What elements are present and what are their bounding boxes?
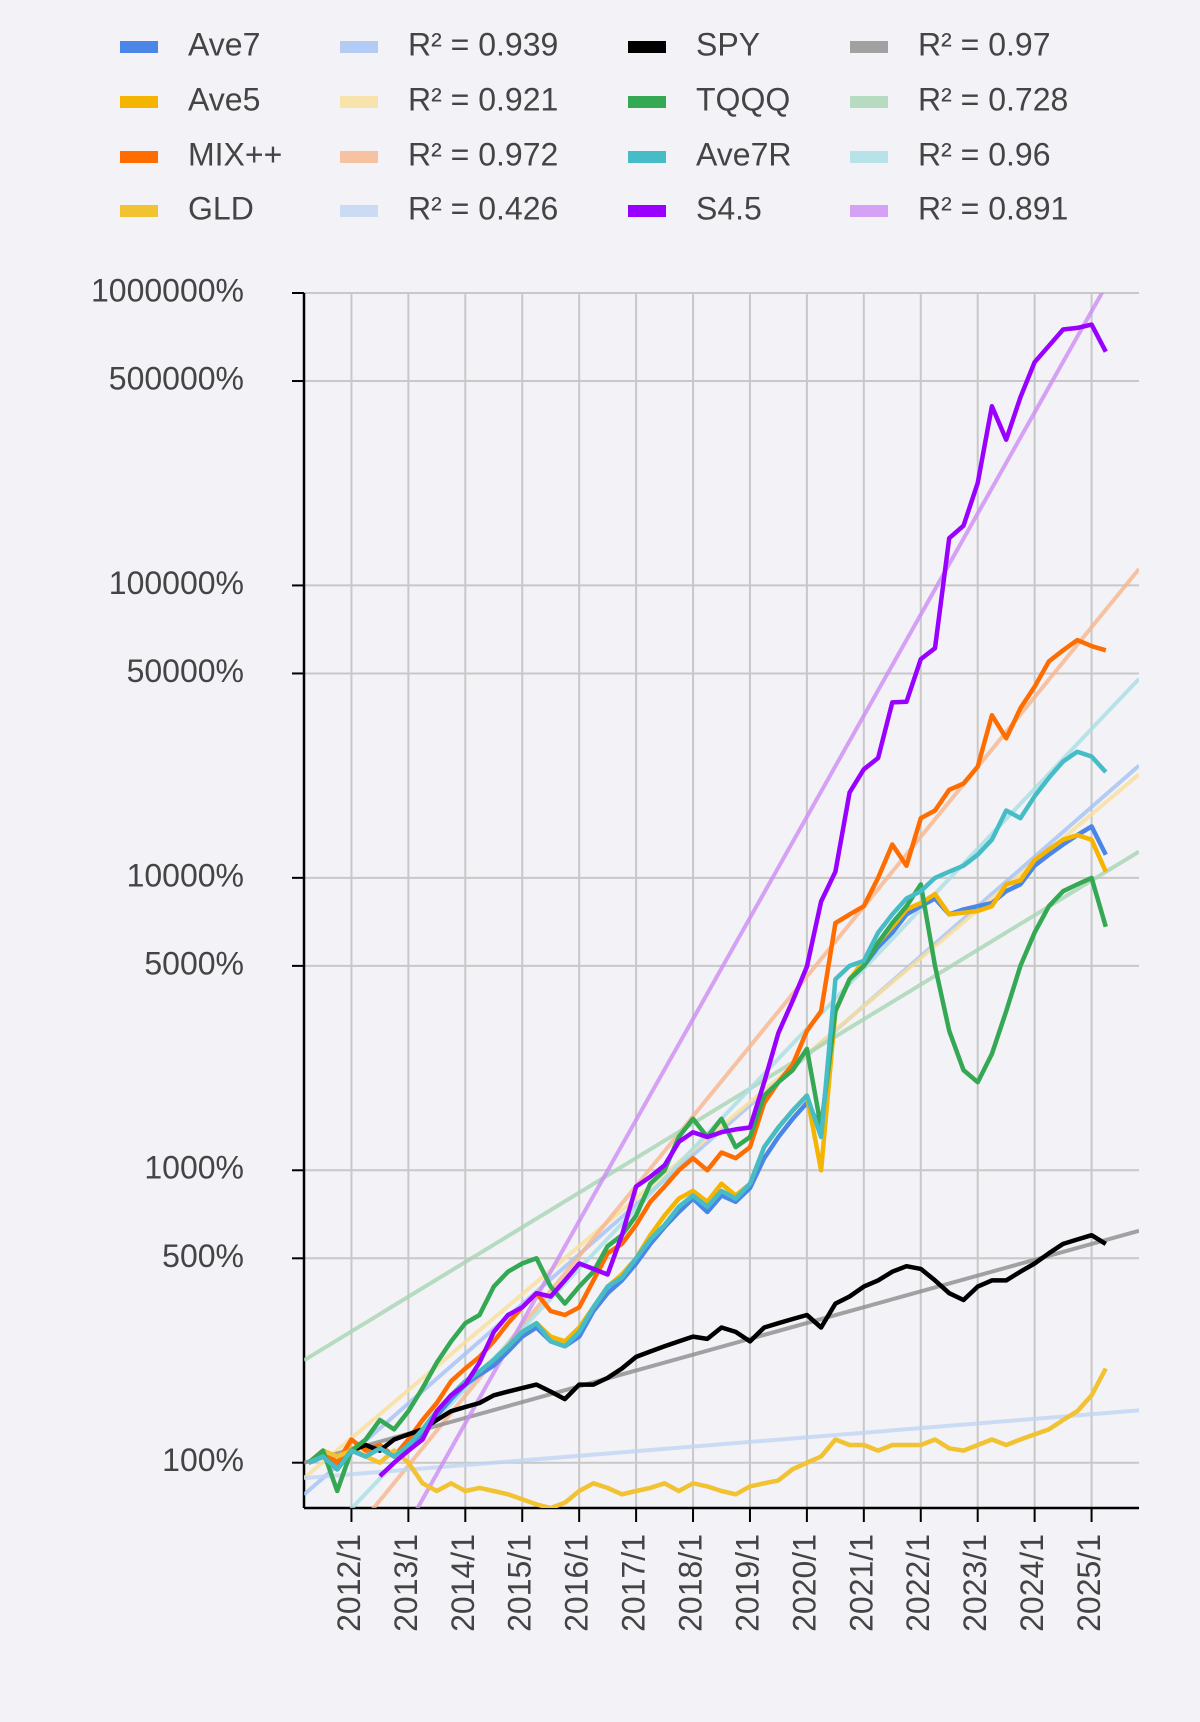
x-tick-label: 2012/1 (331, 1534, 367, 1632)
legend-label: S4.5 (696, 190, 762, 226)
legend-swatch (340, 41, 378, 53)
legend-swatch (850, 151, 888, 163)
legend-label: Ave7 (188, 26, 260, 62)
x-tick-label: 2017/1 (616, 1534, 652, 1632)
legend-label: R² = 0.891 (918, 190, 1068, 226)
y-tick-label: 100% (162, 1442, 244, 1478)
legend-label: R² = 0.939 (408, 26, 558, 62)
trend-line (304, 1408, 1139, 1481)
y-tick-label: 1000% (144, 1150, 244, 1186)
legend-label: Ave5 (188, 81, 260, 117)
legend-label: R² = 0.426 (408, 190, 558, 226)
legend-label: R² = 0.96 (918, 136, 1051, 172)
x-tick-label: 2023/1 (957, 1534, 993, 1632)
legend-swatch (120, 96, 158, 108)
legend-label: R² = 0.972 (408, 136, 558, 172)
y-tick-label: 5000% (144, 945, 244, 981)
legend-swatch (120, 151, 158, 163)
series-line (307, 1232, 1107, 1472)
legend-label: Ave7R (696, 136, 791, 172)
series-line (307, 637, 1107, 1465)
legend-label: SPY (696, 26, 760, 62)
y-tick-label: 500% (162, 1238, 244, 1274)
trend-line (304, 1228, 1139, 1465)
x-tick-label: 2014/1 (445, 1534, 481, 1632)
x-tick-label: 2016/1 (559, 1534, 595, 1632)
series-line (378, 322, 1108, 1478)
legend-swatch (628, 96, 666, 108)
legend-swatch (628, 205, 666, 217)
legend-swatch (850, 41, 888, 53)
legend-label: MIX++ (188, 136, 282, 172)
x-tick-label: 2025/1 (1071, 1534, 1107, 1632)
legend-swatch (340, 205, 378, 217)
x-tick-label: 2019/1 (729, 1534, 765, 1632)
legend-swatch (340, 151, 378, 163)
y-tick-label: 1000000% (91, 272, 244, 308)
legend-swatch (628, 41, 666, 53)
x-tick-label: 2021/1 (843, 1534, 879, 1632)
trend-line (304, 849, 1139, 1363)
legend-label: R² = 0.728 (918, 81, 1068, 117)
y-tick-label: 10000% (127, 857, 244, 893)
legend-label: R² = 0.97 (918, 26, 1051, 62)
legend-label: TQQQ (696, 81, 790, 117)
x-tick-label: 2015/1 (502, 1534, 538, 1632)
x-tick-label: 2013/1 (388, 1534, 424, 1632)
trend-line (415, 293, 1105, 1508)
x-tick-label: 2020/1 (786, 1534, 822, 1632)
legend-swatch (628, 151, 666, 163)
series-line (307, 1367, 1108, 1508)
series-line (307, 824, 1108, 1472)
x-tick-label: 2018/1 (672, 1534, 708, 1632)
y-tick-label: 100000% (109, 565, 244, 601)
x-tick-label: 2024/1 (1014, 1534, 1050, 1632)
legend-swatch (340, 96, 378, 108)
legend-swatch (850, 96, 888, 108)
legend-label: R² = 0.921 (408, 81, 558, 117)
plot-area (304, 293, 1139, 1508)
y-tick-label: 50000% (127, 653, 244, 689)
legend-swatch (120, 41, 158, 53)
y-tick-label: 500000% (109, 360, 244, 396)
legend-label: GLD (188, 190, 254, 226)
legend-swatch (120, 205, 158, 217)
x-tick-label: 2022/1 (900, 1534, 936, 1632)
legend-swatch (850, 205, 888, 217)
